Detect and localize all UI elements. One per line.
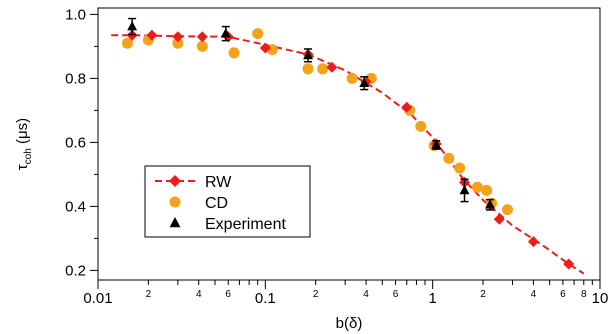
rw-point	[259, 42, 271, 54]
legend-rw-marker	[169, 175, 181, 187]
experiment-point	[485, 199, 495, 209]
experiment-point	[359, 77, 370, 88]
experiment-point	[303, 49, 313, 60]
marks-layer	[121, 17, 575, 270]
legend-label: CD	[205, 195, 228, 212]
cd-point	[454, 162, 466, 174]
y-axis-title-unit: (μs)	[14, 118, 31, 148]
cd-point	[252, 28, 264, 40]
x-minor-tick-label: 2	[480, 289, 486, 300]
cd-point	[172, 37, 184, 49]
rw-dashed-curve	[111, 34, 585, 275]
ticks-layer	[90, 13, 601, 289]
y-tick-label: 1.0	[65, 6, 86, 23]
x-minor-tick-label: 6	[225, 289, 231, 300]
x-minor-tick-label: 2	[146, 289, 152, 300]
legend: RW CD Experiment	[144, 165, 311, 238]
cd-point	[302, 63, 314, 75]
cd-point	[317, 63, 329, 75]
y-axis-title-subscript: coh	[23, 148, 34, 164]
rw-point	[172, 31, 184, 43]
x-tick-label: 10	[592, 290, 609, 307]
rw-point	[146, 29, 158, 41]
x-minor-tick-label: 6	[560, 289, 566, 300]
legend-label: Experiment	[205, 216, 286, 233]
rw-point	[326, 61, 338, 73]
x-tick-label: 0.01	[83, 290, 112, 307]
legend-cd-marker	[169, 196, 181, 208]
y-tick-label: 0.6	[65, 134, 86, 151]
experiment-point	[459, 184, 470, 195]
cd-point	[471, 181, 483, 193]
rw-point	[493, 213, 505, 225]
x-minor-tick-label: 2	[313, 289, 319, 300]
x-minor-tick-label: 4	[196, 289, 202, 300]
x-tick-label: 0.1	[255, 290, 276, 307]
fit-curve-layer	[111, 34, 585, 275]
labels-layer: 0.01 0.1 1 10 2 4 6 2 4 6 2 4 6 8 0.2 0.4 0.6 0.8 1.0 b(δ) τ…	[14, 6, 608, 332]
experiment-point	[220, 28, 231, 38]
y-tick-label: 0.8	[65, 70, 86, 87]
cd-point	[481, 184, 493, 196]
cd-point	[443, 152, 455, 164]
y-axis-title: τcoh (μs)	[14, 118, 34, 170]
rw-point	[196, 31, 208, 43]
x-minor-tick-label: 4	[363, 289, 369, 300]
experiment-point	[127, 21, 138, 31]
cd-point	[501, 204, 513, 216]
y-axis-title-symbol: τ	[14, 164, 31, 170]
cd-point	[121, 37, 133, 49]
plot-frame	[97, 7, 601, 281]
cd-point	[346, 72, 358, 84]
rw-point	[527, 236, 539, 248]
y-tick-label: 0.4	[65, 198, 86, 215]
x-axis-title: b(δ)	[336, 315, 363, 332]
rw-point	[563, 258, 575, 270]
x-minor-tick-label: 8	[581, 289, 587, 300]
y-tick-label: 0.2	[65, 262, 86, 279]
legend-experiment-marker	[169, 217, 181, 228]
x-minor-tick-label: 4	[531, 289, 537, 300]
x-minor-tick-label: 6	[393, 289, 399, 300]
x-tick-label: 1	[428, 290, 436, 307]
legend-label: RW	[205, 174, 232, 191]
experiment-point	[431, 139, 442, 149]
cd-point	[415, 120, 427, 132]
rw-point	[401, 101, 413, 113]
cd-point	[228, 47, 240, 59]
cd-point	[196, 40, 208, 52]
